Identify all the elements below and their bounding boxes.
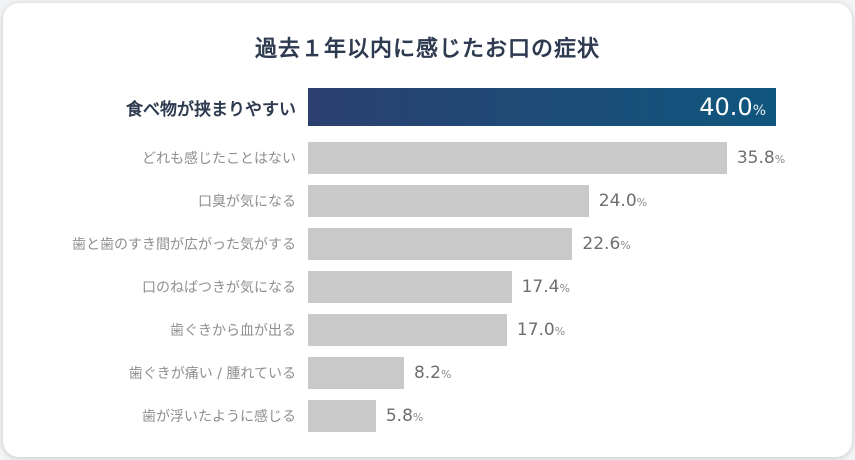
percent-sign: %	[440, 367, 452, 381]
value-label: 40.0%	[699, 95, 766, 119]
category-label: 歯ぐきから血が出る	[170, 323, 296, 339]
value-label: 22.6%	[582, 233, 631, 254]
bar: 40.0%	[308, 88, 776, 126]
chart-row: 歯が浮いたように感じる 5.8%	[3, 400, 852, 432]
chart-row: 歯ぐきから血が出る 17.0%	[3, 314, 852, 346]
bar	[308, 271, 512, 303]
category-label: 歯と歯のすき間が広がった気がする	[72, 237, 296, 253]
chart-card: 過去１年以内に感じたお口の症状 食べ物が挟まりやすい 40.0% どれも感じたこ…	[3, 3, 852, 457]
value-label: 24.0%	[598, 190, 648, 211]
percent-sign: %	[412, 410, 424, 424]
bar-chart: 食べ物が挟まりやすい 40.0% どれも感じたことはない 35.8% 口臭が気に…	[3, 88, 852, 443]
bar	[308, 185, 589, 217]
percent-sign: %	[774, 152, 786, 166]
chart-row: 口のねばつきが気になる 17.4%	[3, 271, 852, 303]
chart-row: 食べ物が挟まりやすい 40.0%	[3, 88, 852, 126]
percent-sign: %	[636, 195, 648, 209]
value-number: 17.0	[516, 319, 555, 340]
bar-area: 40.0%	[308, 88, 852, 126]
value-number: 35.8	[736, 147, 775, 168]
category-label: どれも感じたことはない	[142, 151, 296, 167]
value-label: 35.8%	[736, 147, 786, 168]
category-label: 口臭が気になる	[198, 194, 296, 210]
chart-row: どれも感じたことはない 35.8%	[3, 142, 852, 174]
percent-sign: %	[554, 324, 566, 338]
bar-area: 35.8%	[308, 142, 852, 174]
value-label: 17.4%	[521, 276, 570, 297]
value-number: 8.2	[413, 362, 441, 383]
chart-row: 口臭が気になる 24.0%	[3, 185, 852, 217]
category-label: 口のねばつきが気になる	[142, 280, 296, 296]
bar-area: 17.4%	[308, 271, 852, 303]
category-label: 食べ物が挟まりやすい	[126, 99, 296, 120]
chart-row: 歯ぐきが痛い / 腫れている 8.2%	[3, 357, 852, 389]
category-label: 歯が浮いたように感じる	[142, 409, 296, 425]
bar	[308, 228, 573, 260]
value-label: 8.2%	[413, 362, 452, 383]
percent-sign: %	[559, 281, 570, 295]
percent-sign: %	[620, 238, 631, 252]
value-number: 17.4	[521, 276, 560, 297]
value-number: 5.8	[385, 405, 413, 426]
value-label: 5.8%	[385, 405, 424, 426]
bar	[308, 314, 507, 346]
chart-row: 歯と歯のすき間が広がった気がする 22.6%	[3, 228, 852, 260]
bar-area: 24.0%	[308, 185, 852, 217]
bar	[308, 400, 376, 432]
bar	[308, 142, 727, 174]
category-label: 歯ぐきが痛い / 腫れている	[128, 366, 296, 382]
value-number: 22.6	[582, 233, 621, 254]
chart-title: 過去１年以内に感じたお口の症状	[254, 37, 600, 62]
bar-area: 17.0%	[308, 314, 852, 346]
bar-area: 22.6%	[308, 228, 852, 260]
value-label: 17.0%	[516, 319, 566, 340]
bar-area: 5.8%	[308, 400, 852, 432]
value-number: 40.0	[699, 93, 753, 121]
value-number: 24.0	[598, 190, 637, 211]
bar-area: 8.2%	[308, 357, 852, 389]
bar	[308, 357, 404, 389]
percent-sign: %	[752, 103, 766, 119]
